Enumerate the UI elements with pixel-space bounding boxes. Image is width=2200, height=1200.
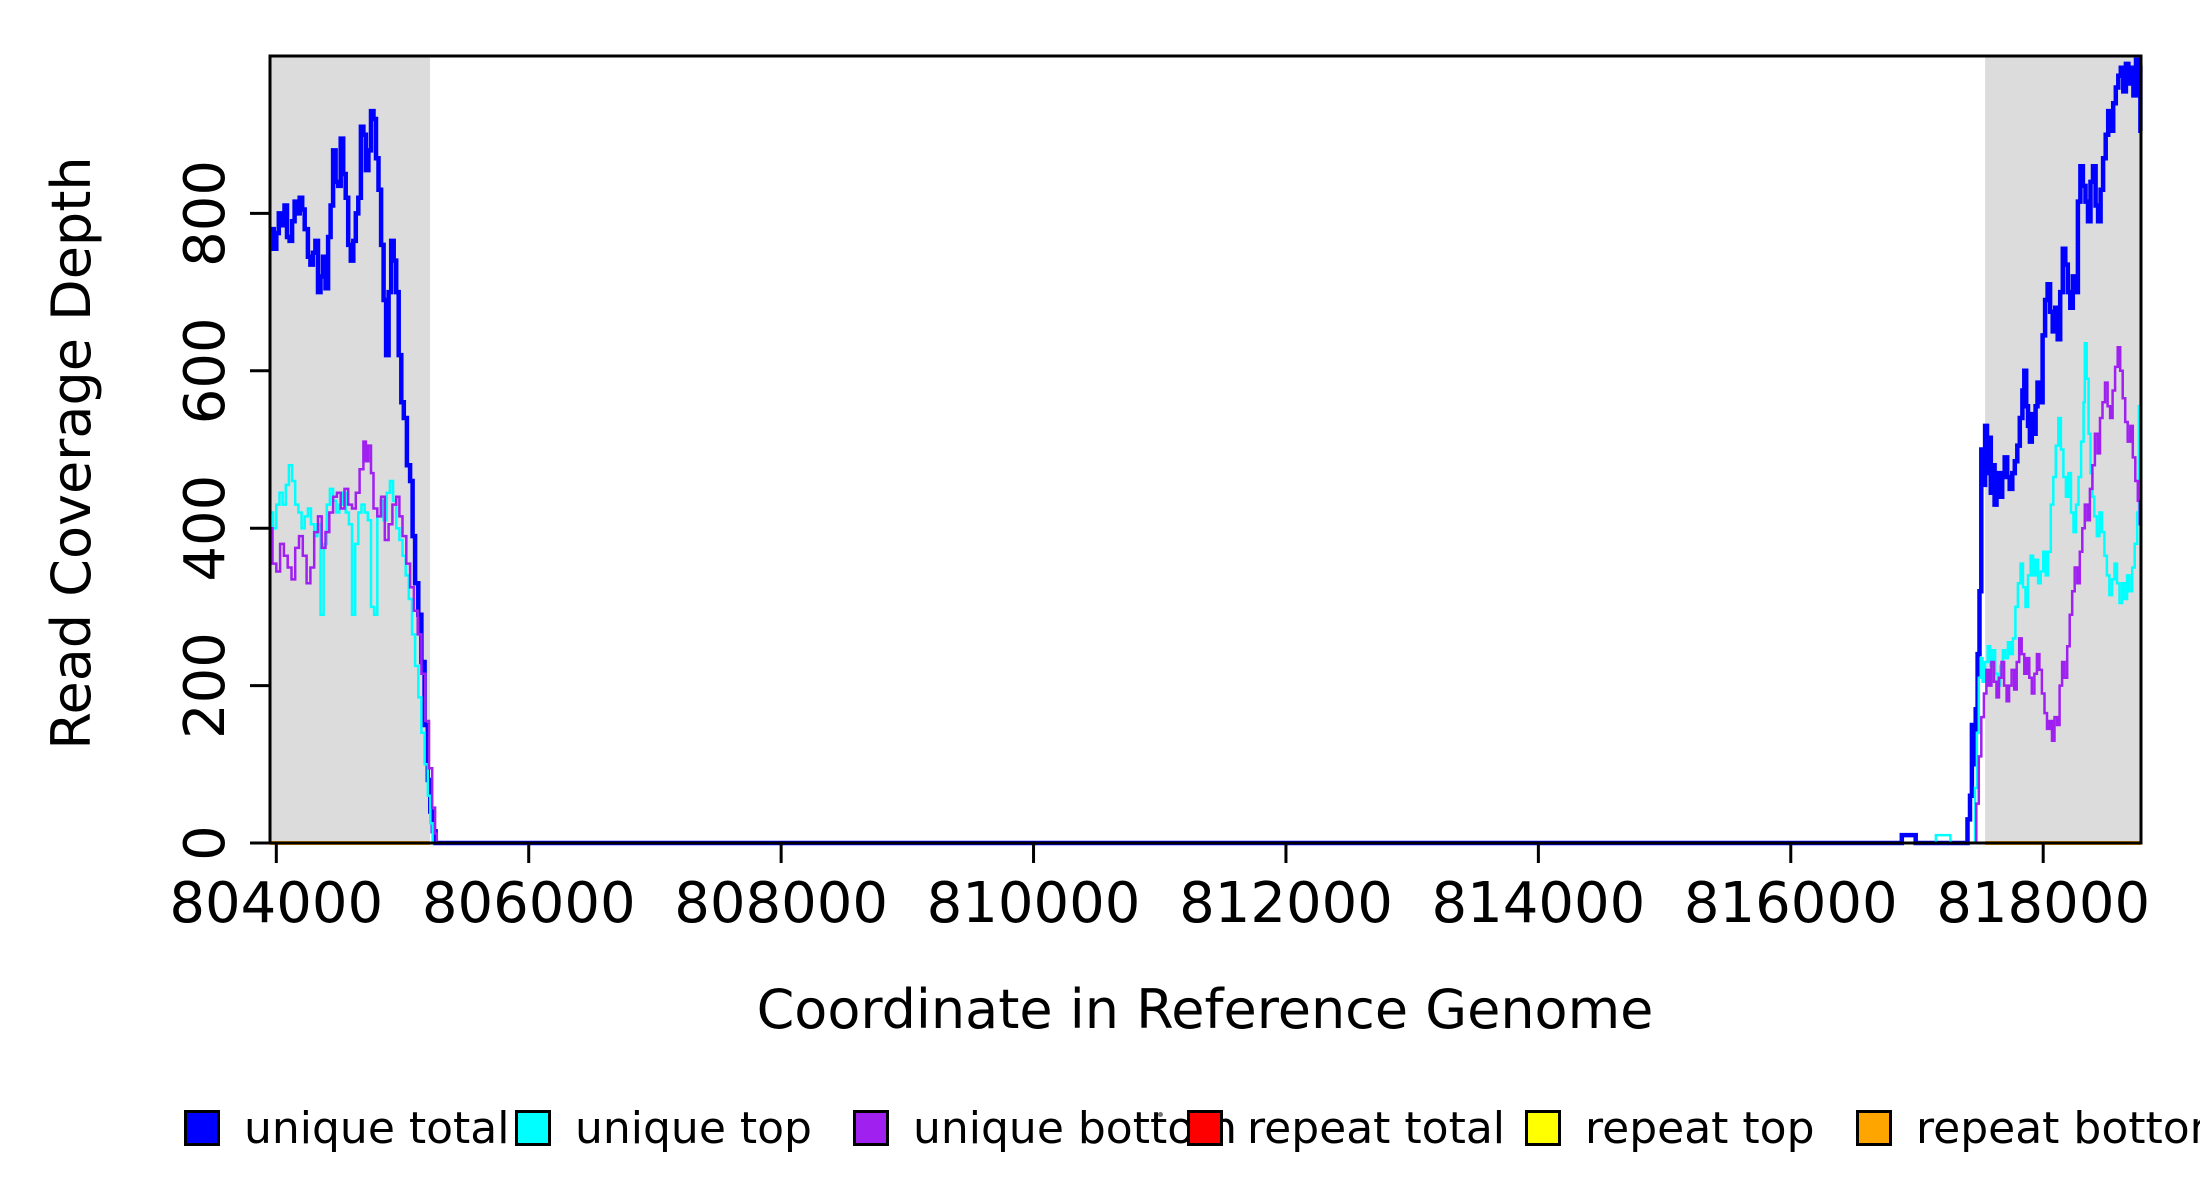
- series-unique-total: [270, 57, 2143, 846]
- y-tick-label: 200: [173, 632, 238, 739]
- y-tick-label: 400: [173, 475, 238, 582]
- legend-label: repeat bottom: [1916, 1102, 2200, 1154]
- plot-border: [268, 54, 2143, 845]
- series-unique-top: [270, 342, 2143, 845]
- legend-label: repeat total: [1247, 1102, 1506, 1154]
- legend-swatch-unique-total: [184, 1110, 220, 1146]
- x-tick-label: 804000: [169, 871, 383, 936]
- legend-entry-unique-bottom: unique bottom: [853, 1102, 1238, 1154]
- y-axis-title: Read Coverage Depth: [40, 156, 103, 750]
- series-unique-bottom: [270, 345, 2143, 845]
- x-tick-label: 812000: [1179, 871, 1393, 936]
- x-tick-label: 818000: [1936, 871, 2150, 936]
- x-tick-label: 808000: [674, 871, 888, 936]
- x-axis-title: Coordinate in Reference Genome: [756, 978, 1654, 1041]
- legend-label: repeat top: [1585, 1102, 1815, 1154]
- stray-dot-artifact: [1158, 1112, 1163, 1117]
- x-tick-label: 810000: [927, 871, 1141, 936]
- legend-label: unique top: [575, 1102, 812, 1154]
- legend-swatch-unique-top: [515, 1110, 551, 1146]
- legend-swatch-repeat-top: [1525, 1110, 1561, 1146]
- y-tick-label: 0: [173, 825, 238, 861]
- legend-entry-repeat-top: repeat top: [1525, 1102, 1815, 1154]
- legend-entry-unique-top: unique top: [515, 1102, 812, 1154]
- legend-swatch-repeat-total: [1187, 1110, 1223, 1146]
- legend-label: unique total: [244, 1102, 510, 1154]
- y-tick-label: 600: [173, 317, 238, 424]
- x-tick-label: 814000: [1431, 871, 1645, 936]
- legend-swatch-unique-bottom: [853, 1110, 889, 1146]
- legend-swatch-repeat-bottom: [1856, 1110, 1892, 1146]
- legend-entry-repeat-bottom: repeat bottom: [1856, 1102, 2200, 1154]
- legend-label: unique bottom: [913, 1102, 1238, 1154]
- legend-row: unique total unique top unique bottom repea…: [0, 1102, 2200, 1164]
- y-tick-label: 800: [173, 160, 238, 267]
- legend-entry-unique-total: unique total: [184, 1102, 510, 1154]
- x-tick-label: 816000: [1684, 871, 1898, 936]
- legend-entry-repeat-total: repeat total: [1187, 1102, 1506, 1154]
- repeat-region-left: [270, 56, 431, 843]
- x-tick-label: 806000: [422, 871, 636, 936]
